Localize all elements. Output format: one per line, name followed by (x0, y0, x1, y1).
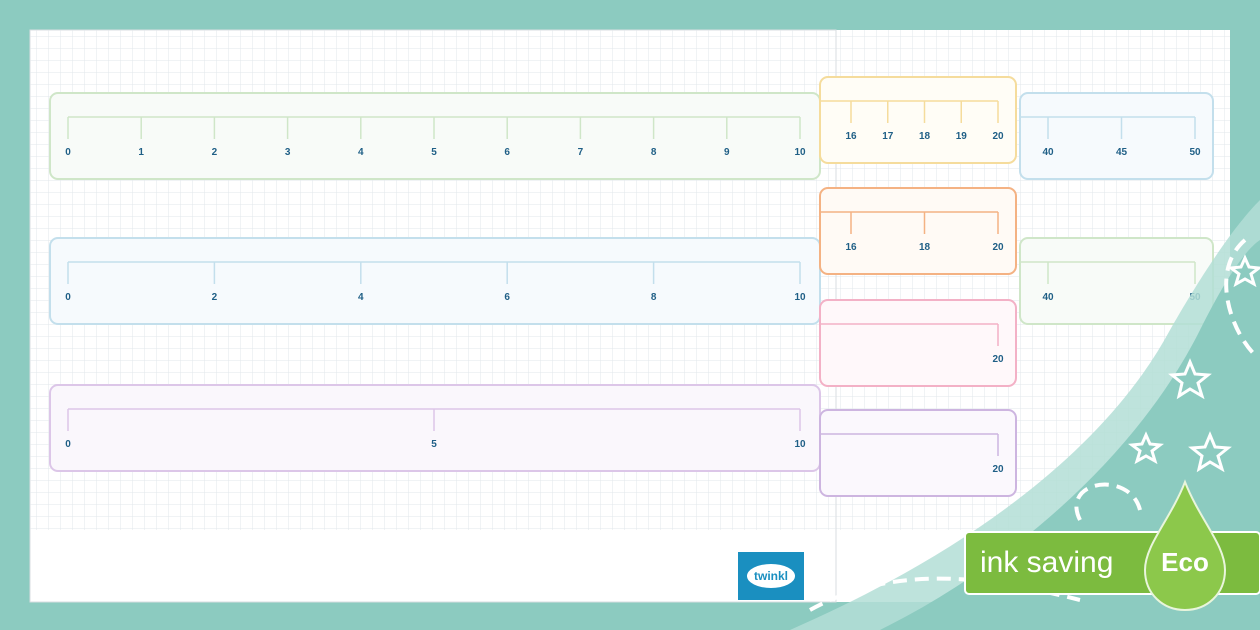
number-line-box (1019, 92, 1214, 180)
tick-label: 0 (65, 147, 71, 158)
tick-label: 6 (504, 292, 510, 303)
tick-label: 40 (1042, 292, 1054, 303)
number-line-box (819, 76, 1017, 164)
tick-label: 16 (845, 131, 857, 142)
tick-label: 7 (578, 147, 584, 158)
tick-label: 19 (956, 131, 968, 142)
tick-label: 4 (358, 147, 364, 158)
tick-label: 10 (794, 147, 806, 158)
tick-label: 40 (1042, 147, 1054, 158)
tick-label: 10 (794, 439, 806, 450)
eco-badge: ink saving Eco (964, 479, 1260, 612)
number-line-box (819, 409, 1017, 497)
tick-label: 0 (65, 292, 71, 303)
badge-text: ink saving (980, 546, 1113, 579)
tick-label: 20 (992, 131, 1004, 142)
tick-label: 20 (992, 242, 1004, 253)
number-line-box (819, 299, 1017, 387)
tick-label: 16 (845, 242, 857, 253)
tick-label: 20 (992, 464, 1004, 475)
tick-label: 2 (212, 292, 218, 303)
tick-label: 1 (138, 147, 144, 158)
tick-label: 5 (431, 147, 437, 158)
badge-eco: Eco (1161, 547, 1209, 577)
tick-label: 5 (431, 439, 437, 450)
tick-label: 8 (651, 292, 657, 303)
tick-label: 50 (1189, 147, 1201, 158)
tick-label: 8 (651, 147, 657, 158)
logo: twinkl (738, 552, 804, 600)
logo-text: twinkl (754, 569, 788, 583)
tick-label: 4 (358, 292, 364, 303)
tick-label: 10 (794, 292, 806, 303)
tick-label: 2 (212, 147, 218, 158)
tick-label: 6 (504, 147, 510, 158)
tick-label: 45 (1116, 147, 1128, 158)
number-line-box (49, 384, 821, 472)
tick-label: 17 (882, 131, 894, 142)
tick-label: 18 (919, 242, 931, 253)
number-line-box (819, 187, 1017, 275)
tick-label: 3 (285, 147, 291, 158)
tick-label: 9 (724, 147, 730, 158)
number-line-box (49, 92, 821, 180)
tick-label: 0 (65, 439, 71, 450)
tick-label: 20 (992, 354, 1004, 365)
number-line-box (49, 237, 821, 325)
tick-label: 18 (919, 131, 931, 142)
